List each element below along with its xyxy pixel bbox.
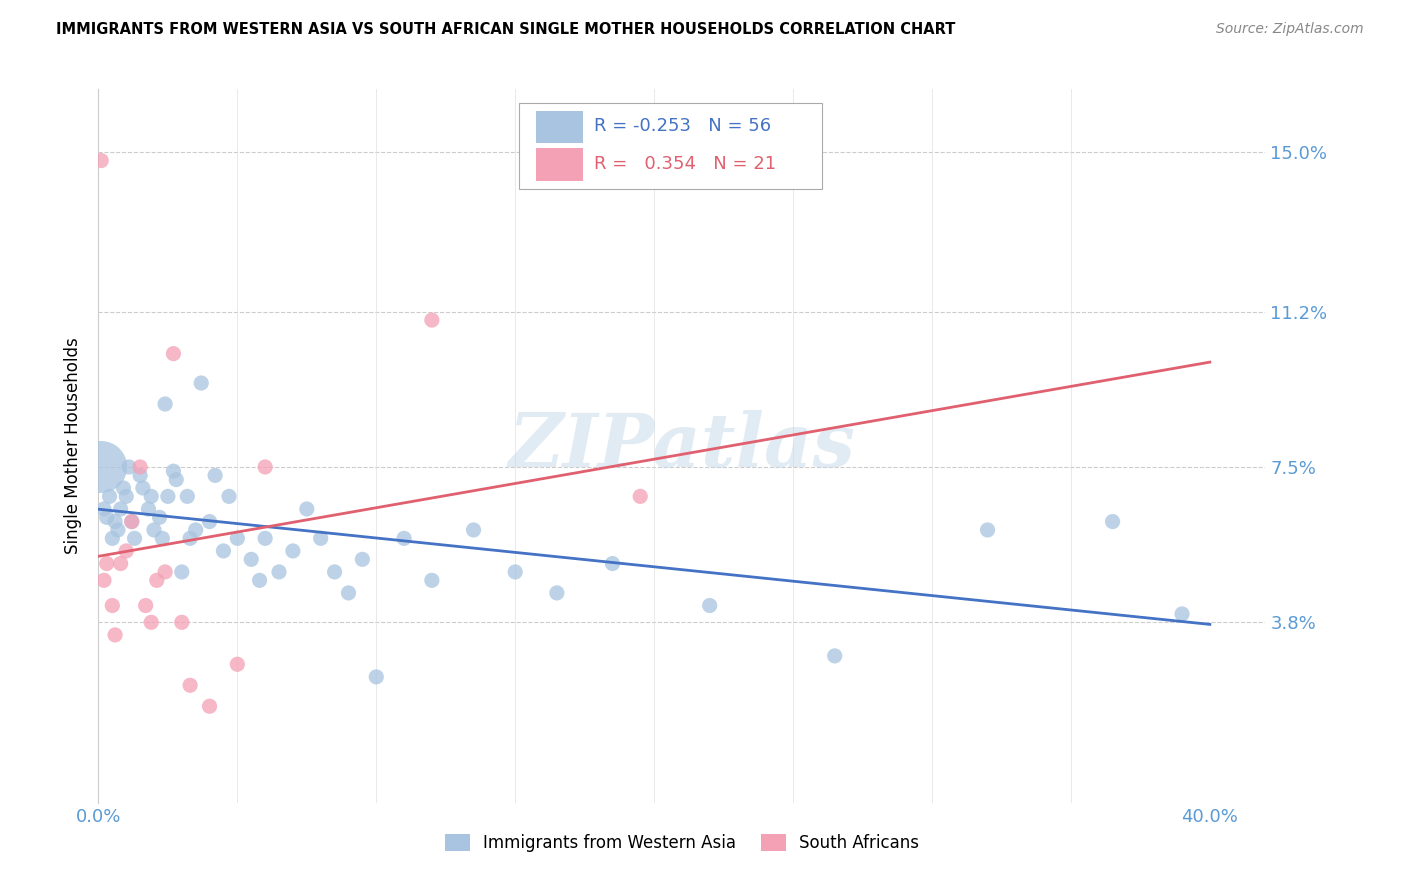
Point (190, 376, 212, 390)
Point (148, 510, 170, 524)
Point (254, 460, 277, 475)
Legend: Immigrants from Western Asia, South Africans: Immigrants from Western Asia, South Afri… (437, 827, 927, 859)
Point (198, 699, 221, 714)
Text: ZIPatlas: ZIPatlas (509, 409, 855, 483)
Point (226, 532, 249, 546)
Point (146, 574, 169, 588)
Point (240, 552, 263, 566)
Point (165, 473, 187, 487)
Point (162, 464, 184, 478)
Point (212, 544, 235, 558)
Point (503, 565, 526, 579)
Point (628, 489, 651, 503)
Point (129, 460, 152, 475)
Point (249, 574, 271, 588)
Point (392, 532, 415, 546)
Point (115, 489, 138, 503)
Point (162, 346, 184, 360)
Point (1101, 515, 1123, 529)
Point (98, 489, 121, 503)
Point (170, 615, 193, 630)
Point (110, 502, 132, 516)
Point (90, 460, 112, 475)
Point (143, 523, 166, 537)
Point (824, 648, 846, 663)
Point (115, 544, 138, 558)
Point (141, 489, 163, 503)
Point (366, 670, 388, 684)
Point (107, 523, 129, 537)
Point (138, 502, 160, 516)
Text: R = -0.253   N = 56: R = -0.253 N = 56 (595, 118, 772, 136)
Point (198, 515, 221, 529)
Point (112, 481, 135, 495)
Point (420, 574, 443, 588)
Y-axis label: Single Mother Households: Single Mother Households (65, 338, 83, 554)
Point (463, 523, 485, 537)
Point (124, 532, 146, 546)
Point (976, 523, 998, 537)
Point (135, 599, 157, 613)
Point (1171, 607, 1194, 621)
Point (267, 565, 290, 579)
Point (101, 532, 124, 546)
Point (93, 502, 115, 516)
Point (179, 678, 201, 692)
Point (337, 586, 360, 600)
Point (295, 502, 318, 516)
Text: Source: ZipAtlas.com: Source: ZipAtlas.com (1216, 22, 1364, 37)
Point (110, 557, 132, 571)
Point (118, 460, 141, 475)
Text: R =   0.354   N = 21: R = 0.354 N = 21 (595, 155, 776, 173)
Point (150, 532, 173, 546)
FancyBboxPatch shape (536, 148, 582, 180)
Point (176, 489, 198, 503)
Point (156, 489, 179, 503)
Point (281, 544, 304, 558)
Point (546, 586, 568, 600)
Point (309, 532, 332, 546)
Point (323, 565, 346, 579)
Point (104, 628, 127, 642)
Point (218, 489, 240, 503)
Point (226, 657, 249, 672)
Point (420, 313, 443, 327)
Point (93, 574, 115, 588)
Point (129, 468, 152, 483)
FancyBboxPatch shape (536, 111, 582, 143)
Point (96, 510, 118, 524)
Point (104, 515, 127, 529)
Point (132, 481, 155, 495)
Point (352, 552, 374, 566)
Point (254, 532, 277, 546)
Point (121, 515, 143, 529)
Point (90, 153, 112, 168)
Point (101, 599, 124, 613)
Point (170, 565, 193, 579)
Point (153, 397, 176, 411)
Point (153, 565, 176, 579)
FancyBboxPatch shape (519, 103, 823, 189)
Point (141, 615, 163, 630)
Point (602, 557, 624, 571)
Point (121, 515, 143, 529)
Point (699, 599, 721, 613)
Point (96, 557, 118, 571)
Point (204, 468, 226, 483)
Text: IMMIGRANTS FROM WESTERN ASIA VS SOUTH AFRICAN SINGLE MOTHER HOUSEHOLDS CORRELATI: IMMIGRANTS FROM WESTERN ASIA VS SOUTH AF… (56, 22, 956, 37)
Point (184, 523, 207, 537)
Point (179, 532, 201, 546)
